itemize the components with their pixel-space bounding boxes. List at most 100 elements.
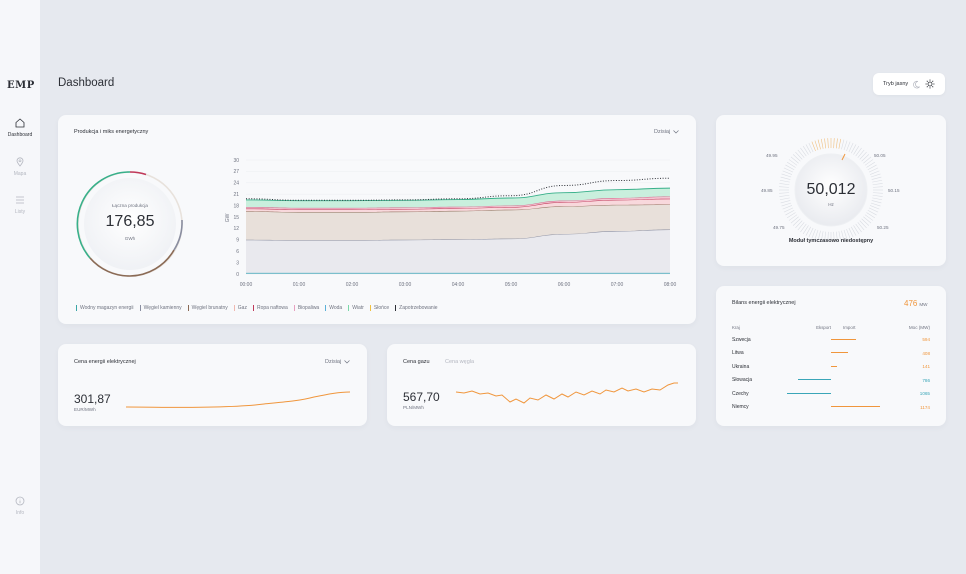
legend-item[interactable]: Woda — [325, 305, 342, 311]
legend-swatch — [369, 305, 371, 311]
gas-price-value: 567,70 — [403, 390, 440, 404]
moon-icon[interactable] — [912, 80, 921, 89]
power-value: 141 — [922, 364, 930, 370]
electricity-price-sparkline — [125, 391, 351, 408]
flow-bar-cell — [782, 377, 892, 383]
y-tick-label: 24 — [233, 181, 239, 187]
theme-toggle[interactable]: Tryb jasny — [873, 73, 945, 95]
gauge-tick — [808, 142, 814, 153]
column-header-import: Import — [843, 324, 856, 330]
gauge-tick — [779, 183, 790, 186]
table-row[interactable]: Ukraina 141 — [732, 360, 930, 374]
y-tick-label: 9 — [236, 238, 239, 244]
gauge-tick — [814, 229, 819, 240]
total-production-label: Łączna produkcja — [111, 203, 148, 208]
tab-gas-price[interactable]: Cena gazu — [403, 359, 430, 365]
table-row[interactable]: Szwecja 594 — [732, 333, 930, 347]
country-name: Szwecja — [732, 336, 751, 343]
total-production-donut — [76, 171, 183, 277]
electricity-price-card — [58, 344, 367, 426]
gauge-tick — [853, 225, 860, 235]
electricity-price-period-dropdown[interactable]: Dzisiaj — [325, 359, 350, 365]
gauge-tick — [820, 231, 824, 242]
sun-icon[interactable] — [925, 79, 935, 89]
gauge-tick — [827, 231, 829, 242]
legend-item[interactable]: Wiatr — [348, 305, 364, 311]
gauge-tick — [797, 222, 805, 231]
export-bar — [798, 379, 831, 381]
electricity-price-value: 301,87 — [74, 392, 111, 406]
tab-coal-price[interactable]: Cena węgla — [445, 359, 475, 365]
gauge-tick — [808, 227, 814, 238]
legend-item[interactable]: Zapotrzebowanie — [395, 305, 438, 311]
table-row[interactable]: Niemcy 1174 — [732, 401, 930, 415]
x-tick-label: 08:00 — [664, 282, 677, 288]
sidebar-item-info[interactable]: Info — [0, 496, 40, 516]
balance-table: Kraj Eksport Import Moc (MW) Szwecja 594 L… — [732, 321, 930, 414]
y-tick-label: 30 — [233, 158, 239, 164]
gauge-tick — [805, 144, 812, 154]
sidebar-item-map[interactable]: Mapa — [0, 157, 40, 177]
gauge-tick — [817, 230, 821, 241]
gauge-tick — [802, 145, 809, 155]
legend-item[interactable]: Ropa naftowa — [252, 305, 288, 311]
y-tick-label: 27 — [233, 169, 239, 175]
list-icon — [16, 196, 24, 204]
gauge-tick — [824, 231, 827, 242]
area-band — [246, 229, 670, 274]
power-value: 1065 — [919, 391, 930, 397]
production-period-dropdown[interactable]: Dzisiaj — [654, 129, 679, 135]
frequency-unit: Hz — [828, 202, 834, 207]
legend-item[interactable]: Słońce — [369, 305, 390, 311]
gauge-tick — [785, 164, 795, 171]
gauge-tick — [872, 192, 883, 194]
legend-swatch — [139, 305, 141, 311]
legend-label: Słońce — [373, 305, 390, 311]
gauge-tick — [841, 139, 845, 150]
balance-table-header: Kraj Eksport Import Moc (MW) — [732, 321, 930, 333]
gauge-tick — [792, 154, 801, 162]
gauge-tick — [872, 179, 883, 183]
sidebar-item-lists[interactable]: Listy — [0, 195, 40, 215]
sidebar-item-dashboard[interactable]: Dashboard — [0, 118, 40, 138]
gauge-tick — [827, 138, 829, 149]
x-tick-label: 02:00 — [346, 282, 359, 288]
y-tick-label: 0 — [236, 272, 239, 278]
gauge-tick — [780, 176, 791, 180]
table-row[interactable]: Słowacja 786 — [732, 374, 930, 388]
gauge-tick — [820, 138, 824, 149]
gauge-tick — [864, 159, 874, 166]
production-chart: GW 0 3 6 9 12 15 18 21 24 27 30 00:00 01:00 02:00 03:00… — [225, 158, 677, 288]
map-pin-icon — [16, 157, 24, 167]
gauge-tick — [853, 145, 860, 155]
gauge-tick — [833, 138, 835, 149]
gauge-tick — [797, 149, 805, 158]
electricity-price-title: Cena energii elektrycznej — [74, 359, 136, 365]
legend-item[interactable]: Wodny magazyn energii — [76, 305, 134, 311]
gas-price-sparkline — [455, 382, 678, 404]
legend-item[interactable]: Gaz — [233, 305, 247, 311]
legend-item[interactable]: Węgiel brunatny — [187, 305, 228, 311]
theme-toggle-label: Tryb jasny — [883, 81, 909, 87]
gauge-tick — [866, 212, 876, 219]
gauge-tick — [835, 138, 838, 149]
table-row[interactable]: Litwa 408 — [732, 347, 930, 361]
legend-swatch — [76, 305, 77, 311]
gauge-tick — [782, 205, 793, 210]
gauge-tick — [835, 231, 838, 242]
home-icon — [15, 118, 25, 128]
country-name: Niemcy — [732, 404, 749, 411]
frequency-status: Moduł tymczasowo niedostępny — [788, 238, 874, 244]
column-header-export: Eksport — [816, 324, 831, 330]
total-production-unit: GWh — [124, 236, 136, 241]
legend-swatch — [233, 305, 235, 311]
gauge-tick — [783, 207, 794, 213]
legend-swatch — [187, 305, 189, 311]
legend-item[interactable]: Biopaliwa — [293, 305, 319, 311]
gauge-tick — [872, 183, 883, 186]
legend-label: Ropa naftowa — [256, 305, 288, 311]
gauge-tick — [838, 138, 842, 149]
y-tick-label: 21 — [233, 192, 239, 198]
table-row[interactable]: Czechy 1065 — [732, 387, 930, 401]
legend-item[interactable]: Węgiel kamienny — [139, 305, 182, 311]
